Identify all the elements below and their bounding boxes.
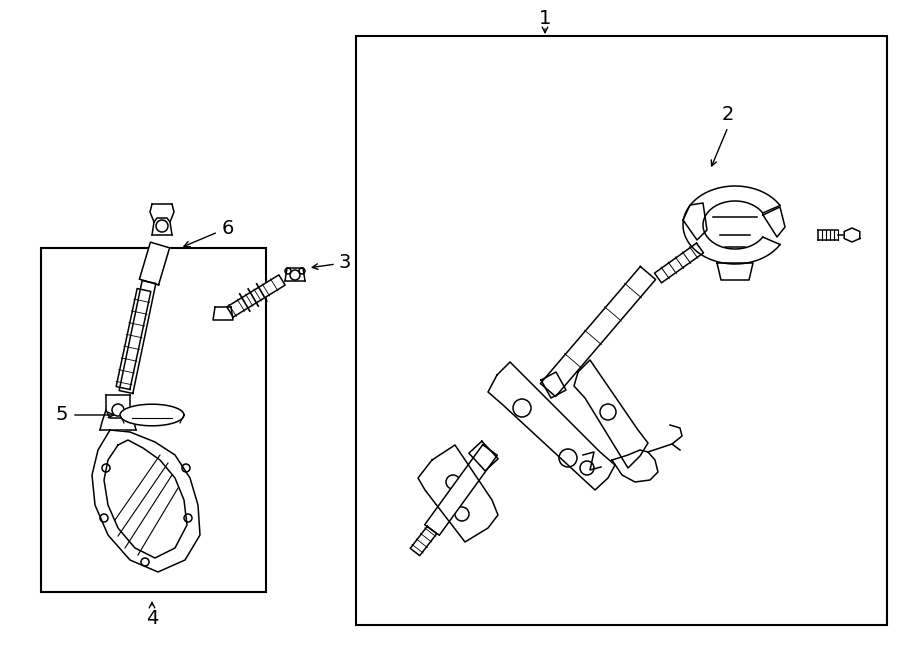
Polygon shape (683, 203, 707, 240)
Polygon shape (410, 526, 436, 556)
Bar (356, 36, 886, 625)
Polygon shape (104, 440, 187, 558)
Polygon shape (140, 242, 169, 285)
Text: 4: 4 (146, 609, 158, 627)
Polygon shape (92, 430, 200, 572)
Bar (40, 248, 266, 592)
Polygon shape (654, 243, 704, 283)
Polygon shape (120, 405, 184, 426)
Polygon shape (574, 360, 648, 468)
Polygon shape (418, 445, 498, 542)
Text: 1: 1 (539, 9, 551, 28)
Polygon shape (119, 280, 156, 393)
Polygon shape (763, 207, 785, 237)
Polygon shape (227, 275, 285, 317)
Text: 2: 2 (722, 106, 734, 124)
Polygon shape (844, 228, 860, 242)
Polygon shape (425, 445, 498, 535)
Polygon shape (469, 441, 498, 471)
Text: 5: 5 (56, 405, 68, 424)
Polygon shape (612, 450, 658, 482)
Polygon shape (488, 362, 615, 490)
Polygon shape (683, 186, 780, 264)
Polygon shape (116, 289, 151, 389)
Polygon shape (540, 266, 655, 397)
Text: 6: 6 (221, 219, 234, 237)
Polygon shape (717, 263, 753, 280)
Text: 3: 3 (338, 253, 351, 272)
